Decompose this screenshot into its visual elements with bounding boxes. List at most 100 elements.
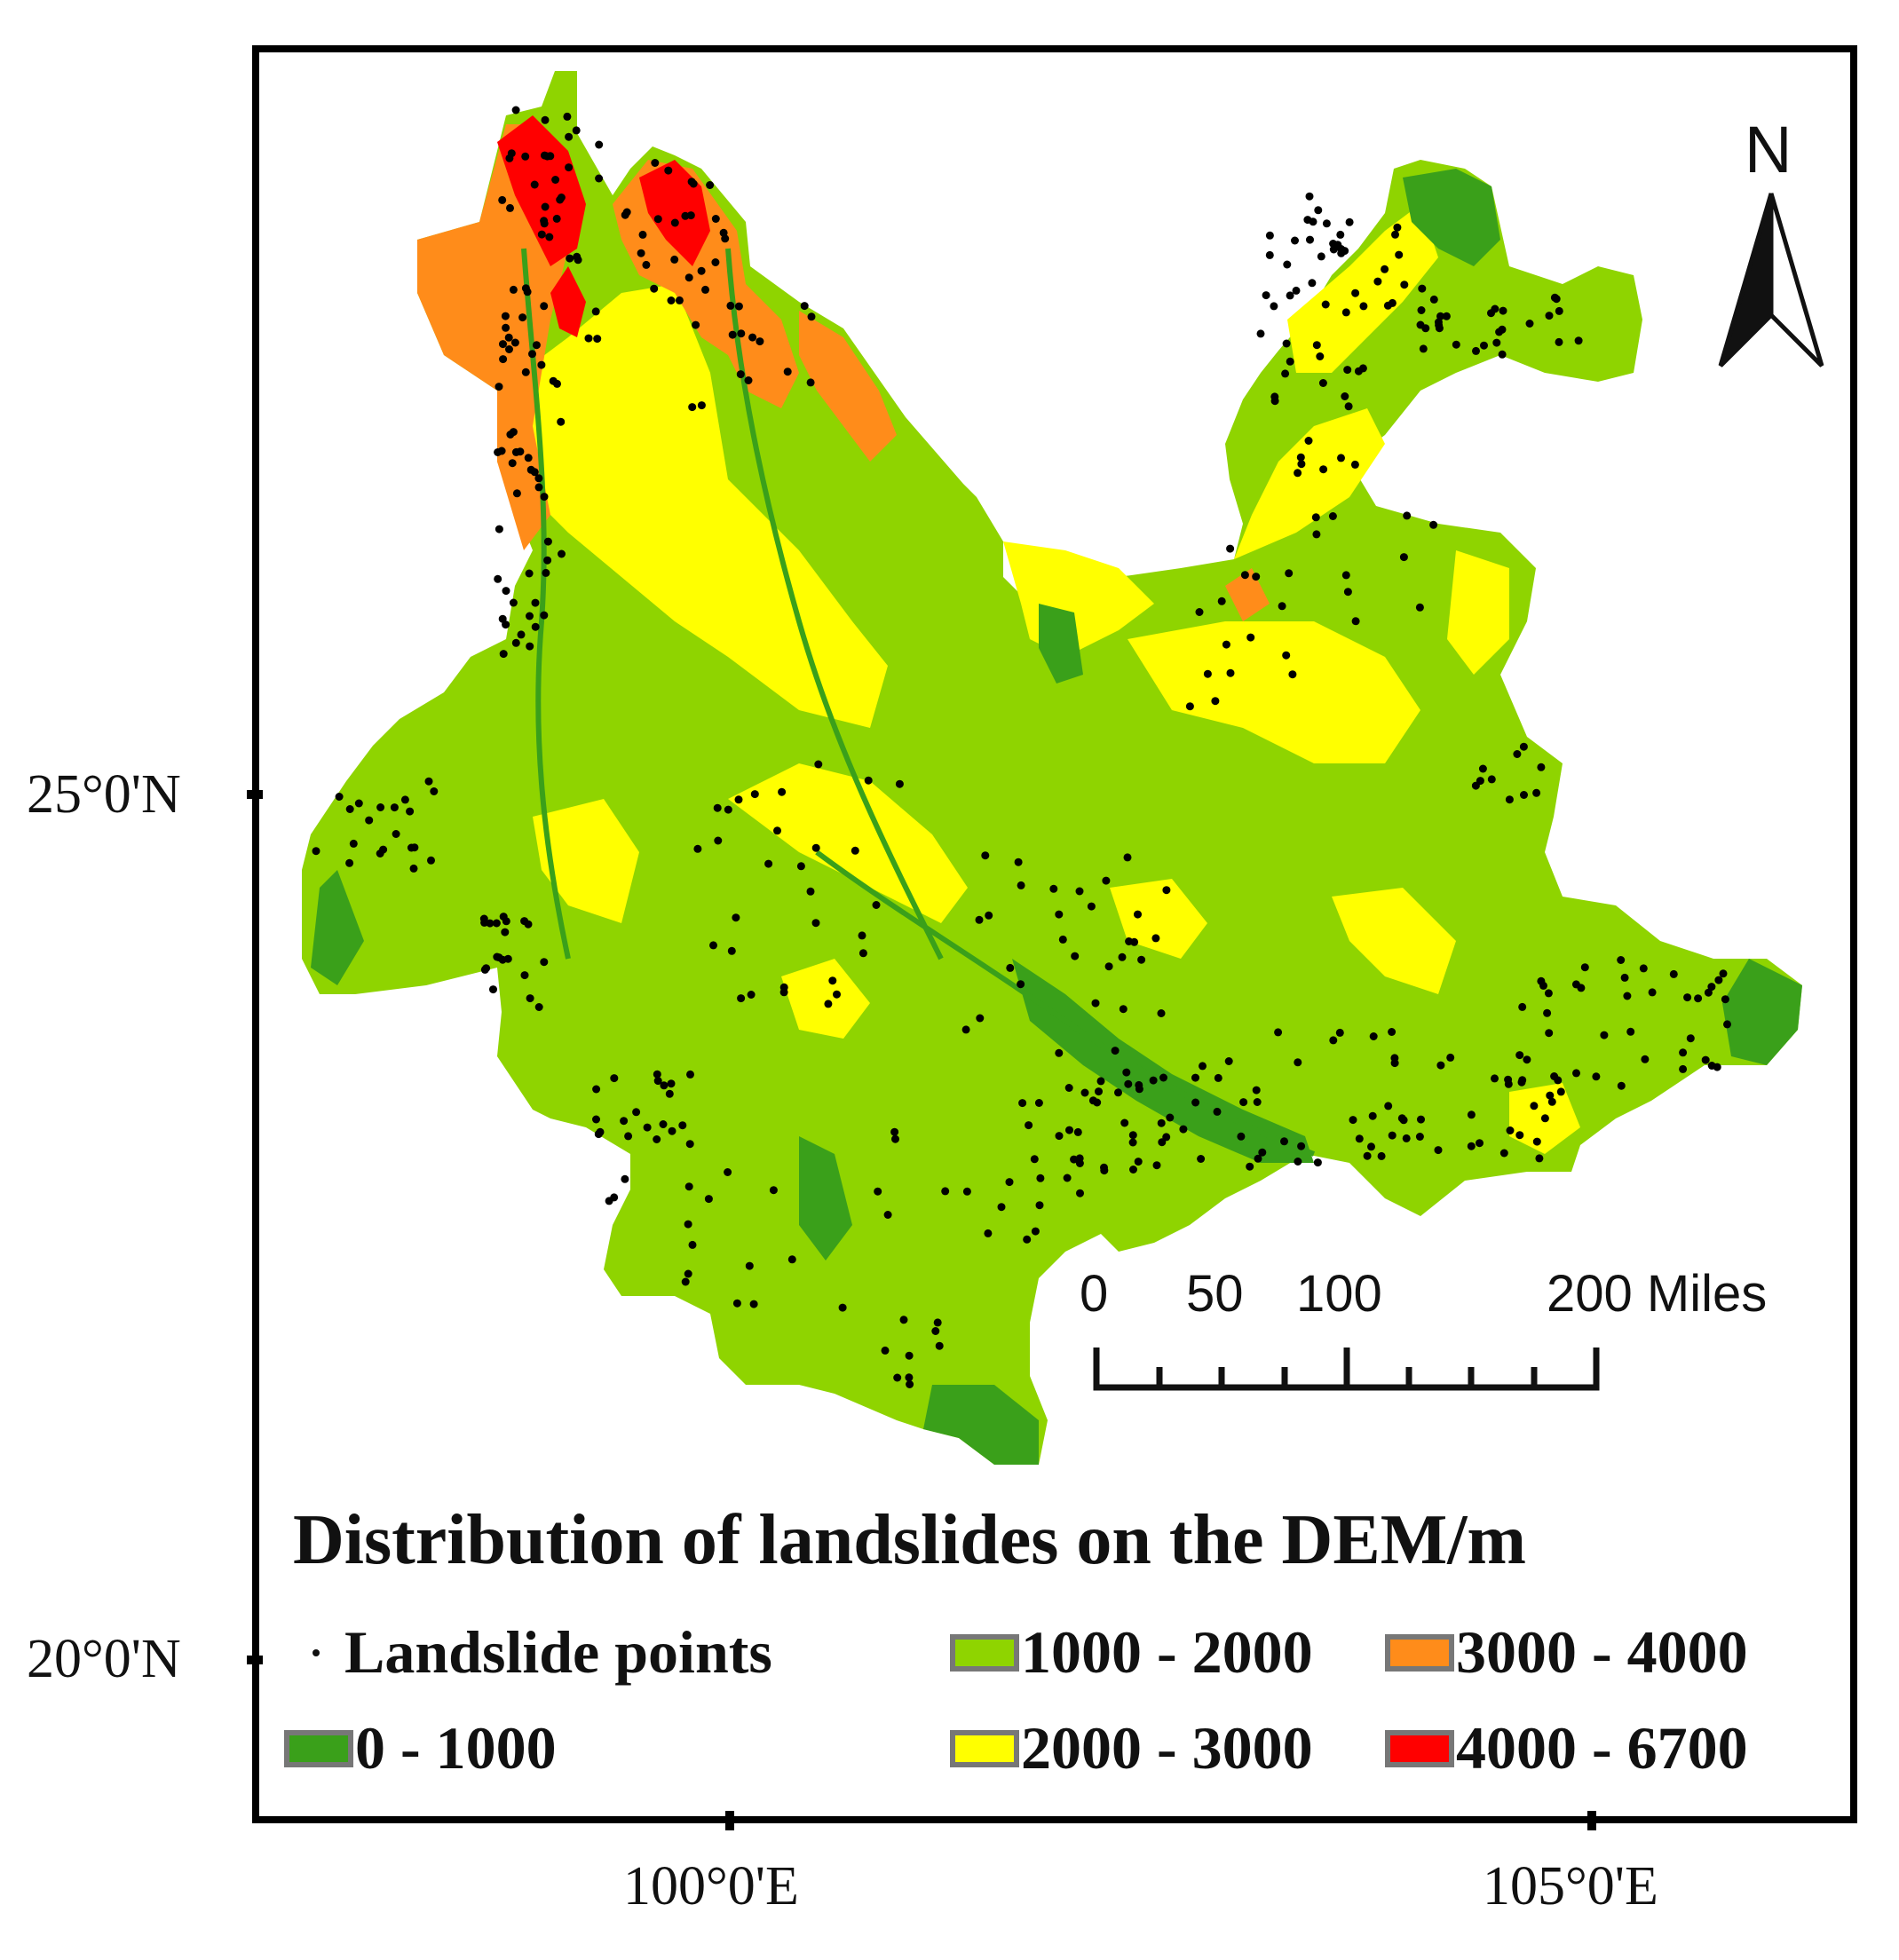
landslide-point xyxy=(1065,1126,1073,1134)
landslide-point xyxy=(701,285,709,294)
landslide-point xyxy=(596,1127,605,1136)
landslide-point xyxy=(543,537,552,546)
landslide-point xyxy=(1314,206,1323,215)
landslide-point xyxy=(773,826,781,835)
landslide-point xyxy=(660,1081,669,1090)
landslide-point xyxy=(1544,989,1553,998)
landslide-point xyxy=(1487,309,1495,318)
legend-landslide-points: Landslide points xyxy=(302,1617,772,1687)
landslide-point xyxy=(1714,976,1723,984)
landslide-point xyxy=(1679,1048,1688,1057)
landslide-point xyxy=(565,163,574,172)
landslide-point xyxy=(1222,640,1230,649)
landslide-point xyxy=(1574,336,1583,345)
landslide-point xyxy=(1270,392,1279,401)
landslide-point xyxy=(719,228,728,237)
landslide-point xyxy=(1639,964,1648,973)
landslide-point xyxy=(686,1070,694,1079)
landslide-point xyxy=(1211,697,1220,706)
elevation-0-1000 xyxy=(311,169,1802,1465)
landslide-point xyxy=(1399,553,1408,562)
landslide-point xyxy=(1418,284,1427,293)
landslide-point xyxy=(747,991,756,999)
landslide-point xyxy=(1505,795,1514,804)
landslide-point xyxy=(1005,1178,1014,1187)
landslide-point xyxy=(572,126,581,135)
landslide-point xyxy=(1195,608,1204,616)
scale-label-50: 50 xyxy=(1186,1265,1244,1323)
landslide-point xyxy=(800,302,809,311)
landslide-point xyxy=(1224,1057,1233,1065)
north-label: N xyxy=(1745,113,1792,186)
landslide-point-symbol xyxy=(313,1648,320,1656)
landslide-point xyxy=(1539,981,1547,990)
landslide-point xyxy=(1626,1027,1635,1036)
scale-label-200: 200 Miles xyxy=(1547,1265,1768,1323)
landslide-point xyxy=(1017,980,1025,989)
legend-swatch xyxy=(950,1633,1019,1672)
landslide-point xyxy=(1350,460,1359,469)
landslide-point xyxy=(1318,379,1327,387)
landslide-point xyxy=(1286,357,1294,366)
landslide-point xyxy=(1129,1166,1137,1174)
landslide-point xyxy=(1530,1102,1539,1110)
landslide-point xyxy=(1151,934,1160,943)
landslide-point xyxy=(1487,775,1496,784)
landslide-point xyxy=(681,211,690,220)
landslide-point xyxy=(748,333,757,342)
landslide-point xyxy=(1055,1132,1064,1141)
landslide-point xyxy=(502,323,510,332)
landslide-point xyxy=(1388,1131,1397,1140)
landslide-point xyxy=(1282,651,1291,660)
landslide-point xyxy=(1343,588,1352,597)
landslide-point xyxy=(732,1299,741,1308)
landslide-point xyxy=(1102,876,1111,885)
landslide-point xyxy=(1707,983,1716,992)
landslide-point xyxy=(1393,223,1402,232)
landslide-point xyxy=(521,284,530,293)
legend-title: Distribution of landslides on the DEM/m xyxy=(293,1501,1527,1579)
legend-class-label: 2000 - 3000 xyxy=(1021,1714,1313,1782)
landslide-point xyxy=(1556,1087,1565,1096)
landslide-point xyxy=(1403,511,1412,520)
landslide-point xyxy=(1055,1048,1064,1057)
landslide-point xyxy=(526,642,534,651)
landslide-point xyxy=(542,568,550,577)
river-network xyxy=(521,248,1316,1157)
landslide-point xyxy=(1130,937,1139,946)
landslide-point xyxy=(1701,1055,1710,1064)
landslide-point xyxy=(1274,1028,1283,1037)
landslide-point xyxy=(499,913,508,921)
landslide-point xyxy=(1256,329,1265,338)
landslide-point xyxy=(1312,530,1321,539)
landslide-point xyxy=(1076,1189,1084,1197)
landslide-point xyxy=(1442,312,1451,320)
landslide-point xyxy=(756,337,764,346)
landslide-point xyxy=(489,985,497,994)
landslide-point xyxy=(1555,306,1563,315)
landslide-point xyxy=(503,954,512,963)
landslide-point xyxy=(610,1074,619,1083)
landslide-point xyxy=(783,368,792,376)
landslide-point xyxy=(1519,742,1528,751)
landslide-point xyxy=(1120,1118,1129,1127)
landslide-point xyxy=(1036,1174,1045,1182)
landslide-point xyxy=(1525,320,1534,328)
landslide-point xyxy=(1400,281,1409,289)
landslide-point xyxy=(651,159,660,167)
landslide-point xyxy=(494,574,502,583)
landslide-point xyxy=(1291,236,1299,245)
landslide-point xyxy=(1499,1149,1508,1158)
landslide-point xyxy=(541,202,550,211)
landslide-point xyxy=(565,132,574,141)
landslide-point xyxy=(1023,1235,1032,1244)
landslide-point xyxy=(1246,633,1255,642)
landslide-point xyxy=(653,1135,661,1143)
landslide-point xyxy=(1285,569,1294,578)
landslide-point xyxy=(1262,291,1270,300)
landslide-point xyxy=(534,483,543,492)
landslide-point xyxy=(737,994,746,1003)
landslide-point xyxy=(1446,1053,1455,1062)
landslide-point xyxy=(697,266,706,275)
landslide-point xyxy=(1390,1059,1399,1068)
